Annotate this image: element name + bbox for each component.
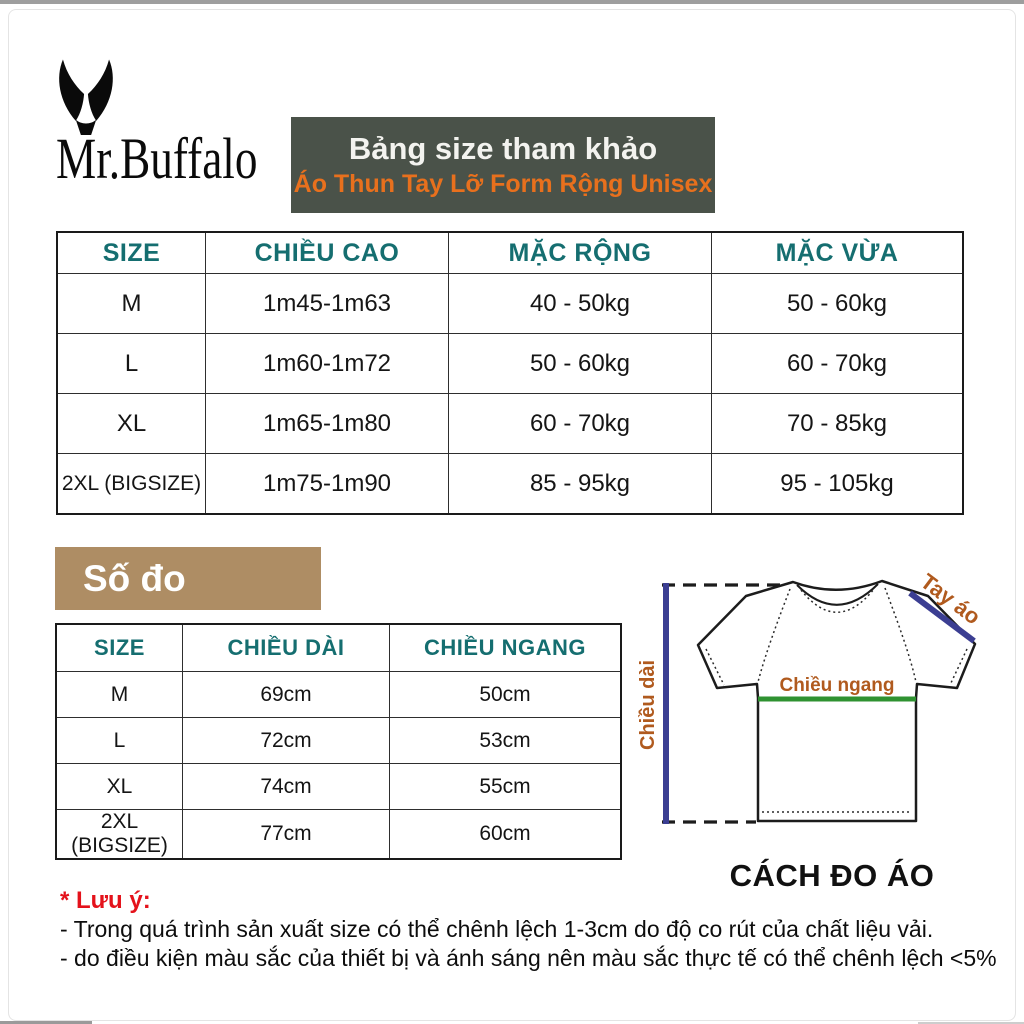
- table-header-row: SIZE CHIỀU DÀI CHIỀU NGANG: [55, 623, 622, 672]
- cell-width: 50cm: [389, 671, 622, 718]
- measurements-table: SIZE CHIỀU DÀI CHIỀU NGANG M 69cm 50cm L…: [55, 623, 622, 860]
- cell-size: L: [55, 717, 183, 764]
- cell-loose: 85 - 95kg: [448, 453, 712, 515]
- cell-loose: 50 - 60kg: [448, 333, 712, 394]
- cell-height: 1m45-1m63: [205, 273, 449, 334]
- cell-width: 53cm: [389, 717, 622, 764]
- table-row: XL 1m65-1m80 60 - 70kg 70 - 85kg: [56, 393, 964, 454]
- length-label: Chiều dài: [637, 660, 659, 750]
- width-label: Chiều ngang: [779, 675, 894, 696]
- cell-regular: 70 - 85kg: [711, 393, 964, 454]
- bottom-border-right: [918, 1022, 1024, 1024]
- cell-size: 2XL (BIGSIZE): [55, 809, 183, 860]
- title-banner: Bảng size tham khảo Áo Thun Tay Lỡ Form …: [291, 117, 715, 213]
- tshirt-measure-diagram: Chiều ngang Tay áo Chiều dài: [637, 569, 985, 824]
- column-header-height: CHIỀU CAO: [205, 231, 449, 274]
- cell-size: M: [56, 273, 206, 334]
- brand-logo: Mr.Buffalo: [48, 55, 348, 195]
- cell-loose: 60 - 70kg: [448, 393, 712, 454]
- page-subtitle: Áo Thun Tay Lỡ Form Rộng Unisex: [293, 170, 713, 198]
- notes-section: * Lưu ý: - Trong quá trình sản xuất size…: [60, 886, 1010, 973]
- cell-size: XL: [55, 763, 183, 810]
- brand-name: Mr.Buffalo: [56, 126, 258, 191]
- column-header-width: CHIỀU NGANG: [389, 623, 622, 672]
- table-row: L 72cm 53cm: [55, 717, 622, 764]
- column-header-loose-fit: MẶC RỘNG: [448, 231, 712, 274]
- cell-height: 1m75-1m90: [205, 453, 449, 515]
- cell-size: L: [56, 333, 206, 394]
- cell-height: 1m60-1m72: [205, 333, 449, 394]
- column-header-regular-fit: MẶC VỪA: [711, 231, 964, 274]
- column-header-size: SIZE: [55, 623, 183, 672]
- note-line-2: - do điều kiện màu sắc của thiết bị và á…: [60, 945, 997, 971]
- table-row: 2XL (BIGSIZE) 1m75-1m90 85 - 95kg 95 - 1…: [56, 453, 964, 515]
- cell-regular: 95 - 105kg: [711, 453, 964, 515]
- cell-regular: 60 - 70kg: [711, 333, 964, 394]
- table-header-row: SIZE CHIỀU CAO MẶC RỘNG MẶC VỪA: [56, 231, 964, 274]
- table-row: L 1m60-1m72 50 - 60kg 60 - 70kg: [56, 333, 964, 394]
- buffalo-horns-icon: [59, 59, 113, 135]
- table-row: M 1m45-1m63 40 - 50kg 50 - 60kg: [56, 273, 964, 334]
- cell-length: 72cm: [182, 717, 390, 764]
- table-row: XL 74cm 55cm: [55, 763, 622, 810]
- table-row: 2XL (BIGSIZE) 77cm 60cm: [55, 809, 622, 860]
- note-line-1: - Trong quá trình sản xuất size có thể c…: [60, 916, 934, 942]
- cell-width: 60cm: [389, 809, 622, 860]
- column-header-length: CHIỀU DÀI: [182, 623, 390, 672]
- left-sleeve-stitch: [705, 648, 725, 686]
- right-armhole-stitch: [884, 587, 917, 683]
- cell-loose: 40 - 50kg: [448, 273, 712, 334]
- collar-stitch-line: [800, 588, 875, 613]
- cell-length: 77cm: [182, 809, 390, 860]
- column-header-size: SIZE: [56, 231, 206, 274]
- bottom-border-left: [0, 1021, 92, 1024]
- left-armhole-stitch: [757, 588, 791, 683]
- measurements-section-title: Số đo: [83, 557, 186, 599]
- measurements-section-banner: Số đo: [55, 547, 321, 610]
- sleeve-measure-line: [908, 590, 976, 644]
- cell-length: 69cm: [182, 671, 390, 718]
- cell-width: 55cm: [389, 763, 622, 810]
- cell-regular: 50 - 60kg: [711, 273, 964, 334]
- page-title: Bảng size tham khảo: [348, 131, 658, 166]
- right-sleeve-stitch: [949, 648, 968, 686]
- top-border-bar: [0, 0, 1024, 4]
- diagram-caption: CÁCH ĐO ÁO: [729, 858, 935, 893]
- table-row: M 69cm 50cm: [55, 671, 622, 718]
- size-reference-table: SIZE CHIỀU CAO MẶC RỘNG MẶC VỪA M 1m45-1…: [56, 231, 964, 515]
- cell-size: XL: [56, 393, 206, 454]
- cell-length: 74cm: [182, 763, 390, 810]
- cell-size: M: [55, 671, 183, 718]
- collar-inner-edge: [796, 583, 879, 606]
- cell-height: 1m65-1m80: [205, 393, 449, 454]
- cell-size: 2XL (BIGSIZE): [56, 453, 206, 515]
- notes-heading: * Lưu ý:: [60, 887, 151, 914]
